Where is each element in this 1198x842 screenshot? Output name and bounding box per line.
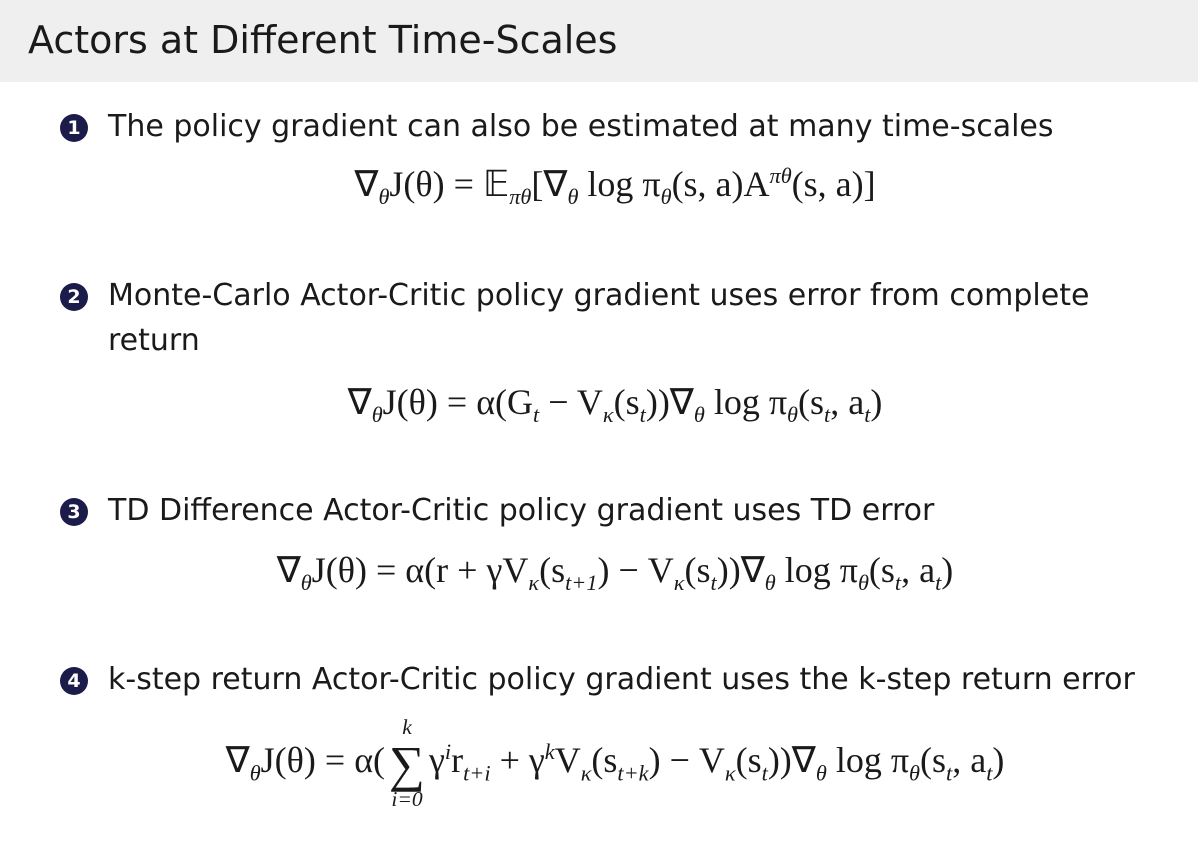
formula-text: log π <box>704 382 788 422</box>
formula-subscript: θ <box>909 760 920 786</box>
formula-text: J(θ) = 𝔼 <box>389 164 510 204</box>
formula-subscript: θ <box>815 760 827 786</box>
bullet-item: 3 TD Difference Actor-Critic policy gradi… <box>60 488 1170 533</box>
formula-text: (s <box>613 382 640 422</box>
formula-text: (s <box>735 740 762 781</box>
formula-text: ∇ <box>276 550 301 590</box>
formula-text: [∇ <box>531 164 568 204</box>
formula-subscript: θ <box>300 570 312 596</box>
formula-subscript: t+k <box>617 760 649 786</box>
formula-text: ) − V <box>648 740 725 781</box>
sum-upper-limit: k <box>402 715 412 739</box>
bullet-item: 4 k-step return Actor-Critic policy gradi… <box>60 657 1170 702</box>
formula-text: (s, a)] <box>791 164 876 204</box>
formula-text: (s <box>539 550 566 590</box>
sum-lower-limit: i=0 <box>391 787 423 811</box>
formula-subscript: θ <box>857 570 869 596</box>
formula-superscript: πθ <box>769 163 792 188</box>
bullet-item: 2 Monte-Carlo Actor-Critic policy gradien… <box>60 273 1170 363</box>
formula-subscript: t <box>824 402 831 428</box>
formula-subscript: θ <box>693 402 705 428</box>
bullet-marker: 3 <box>60 498 88 526</box>
formula-text: (s <box>868 550 895 590</box>
formula-text: γ <box>428 740 445 781</box>
formula-text: log π <box>775 550 858 590</box>
formula-text: ) <box>992 740 1005 781</box>
bullet-marker: 1 <box>60 114 88 142</box>
formula: ∇θJ(θ) = α(r + γVκ(st+1) − Vκ(st))∇θ log… <box>60 549 1170 596</box>
formula-text: , a <box>952 740 987 781</box>
formula-text: (s, a)A <box>671 164 770 204</box>
formula-subscript: θ <box>660 184 672 210</box>
formula-subscript: κ <box>602 402 614 428</box>
formula-text: J(θ) = α( <box>260 740 386 781</box>
formula-subscript: κ <box>580 760 592 786</box>
formula: ∇θJ(θ) = α(Gt − Vκ(st))∇θ log πθ(st, at) <box>60 381 1170 428</box>
header: Actors at Different Time-Scales <box>0 0 1198 82</box>
formula-text: − V <box>539 382 603 422</box>
formula-text: J(θ) = α(r + γV <box>311 550 529 590</box>
bullet-text: The policy gradient can also be estimate… <box>108 109 1054 144</box>
bullet-text: k-step return Actor-Critic policy gradie… <box>108 662 1135 697</box>
formula-text: , a <box>830 382 865 422</box>
formula-text: ∇ <box>347 382 372 422</box>
bullet-text: TD Difference Actor-Critic policy gradie… <box>108 493 935 528</box>
formula-text: (s <box>920 740 946 781</box>
formula-subscript: t+1 <box>565 570 598 596</box>
slide-title: Actors at Different Time-Scales <box>28 18 618 62</box>
formula-text: ∇ <box>225 740 250 781</box>
formula-text: + γ <box>490 740 545 781</box>
formula-subscript: κ <box>673 570 685 596</box>
bullet-marker: 4 <box>60 667 88 695</box>
formula-subscript: θ <box>764 570 776 596</box>
formula-subscript: t <box>864 402 871 428</box>
formula-subscript: t <box>894 570 902 596</box>
formula-text: log π <box>826 740 910 781</box>
formula-subscript: θ <box>787 402 799 428</box>
formula-superscript: i <box>444 739 452 765</box>
formula-subscript: t <box>946 760 953 786</box>
formula-text: ))∇ <box>716 550 765 590</box>
formula-subscript: t <box>761 760 768 786</box>
formula-subscript: πθ <box>509 184 532 210</box>
formula-subscript: t <box>986 760 993 786</box>
formula-subscript: θ <box>249 760 261 786</box>
formula-text: ) − V <box>597 550 674 590</box>
sum-symbol: ∑ <box>389 735 425 792</box>
formula-subscript: θ <box>371 402 383 428</box>
summation: k ∑ i=0 <box>389 715 425 811</box>
formula-subscript: κ <box>724 760 736 786</box>
formula-subscript: θ <box>378 184 390 210</box>
formula-subscript: t <box>639 402 646 428</box>
bullet-text: Monte-Carlo Actor-Critic policy gradient… <box>108 278 1090 358</box>
formula-subscript: θ <box>567 184 579 210</box>
formula-subscript: t <box>935 570 942 596</box>
formula-subscript: t <box>710 570 717 596</box>
formula-text: ∇ <box>354 164 379 204</box>
formula-text: ) <box>870 382 883 422</box>
formula-text: , a <box>901 550 936 590</box>
formula: ∇θJ(θ) = 𝔼πθ[∇θ log πθ(s, a)Aπθ(s, a)] <box>60 163 1170 210</box>
formula-subscript: t <box>533 402 540 428</box>
formula-text: log π <box>578 164 661 204</box>
formula-superscript: k <box>544 739 555 765</box>
formula-text: V <box>554 740 581 781</box>
formula-text: ) <box>941 550 954 590</box>
formula-text: r <box>451 740 464 781</box>
formula-text: (s <box>798 382 825 422</box>
formula-text: (s <box>684 550 711 590</box>
formula-text: ))∇ <box>645 382 694 422</box>
formula-text: J(θ) = α(G <box>382 382 534 422</box>
bullet-marker: 2 <box>60 283 88 311</box>
formula-subscript: κ <box>528 570 540 596</box>
formula-subscript: t+i <box>463 760 491 786</box>
formula-text: (s <box>591 740 618 781</box>
formula-text: ))∇ <box>767 740 816 781</box>
bullet-item: 1 The policy gradient can also be estimat… <box>60 104 1170 149</box>
formula: ∇θJ(θ) = α(k ∑ i=0 γirt+i + γkVκ(st+k) − Vκ… <box>60 715 1170 811</box>
